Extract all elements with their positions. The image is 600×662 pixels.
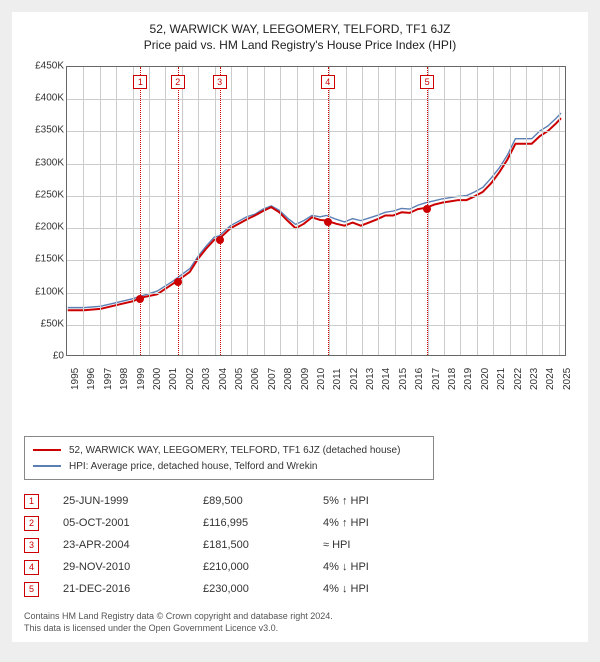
- sale-vline-4: [328, 67, 329, 355]
- sale-dot-2: [174, 278, 182, 286]
- x-axis-label: 2005: [234, 368, 245, 390]
- sale-dot-1: [136, 295, 144, 303]
- x-axis-label: 2013: [365, 368, 376, 390]
- x-axis-label: 2006: [250, 368, 261, 390]
- sales-row-diff: 4% ↓ HPI: [323, 561, 443, 573]
- sale-dot-5: [423, 205, 431, 213]
- series-price_paid: [68, 118, 561, 310]
- legend-label-price-paid: 52, WARWICK WAY, LEEGOMERY, TELFORD, TF1…: [69, 445, 400, 456]
- y-axis-label: £50K: [24, 318, 64, 329]
- y-axis-label: £200K: [24, 222, 64, 233]
- sales-row-price: £116,995: [203, 517, 323, 529]
- x-axis-label: 1995: [70, 368, 81, 390]
- sales-row: 5 21-DEC-2016£230,0004% ↓ HPI: [24, 578, 576, 600]
- sales-row-diff: 4% ↑ HPI: [323, 517, 443, 529]
- legend-row-price-paid: 52, WARWICK WAY, LEEGOMERY, TELFORD, TF1…: [33, 442, 425, 458]
- x-axis-label: 2002: [185, 368, 196, 390]
- x-axis-label: 1999: [136, 368, 147, 390]
- y-axis-label: £350K: [24, 125, 64, 136]
- x-axis-label: 1996: [86, 368, 97, 390]
- legend-swatch-price-paid: [33, 449, 61, 451]
- sales-table: 125-JUN-1999£89,5005% ↑ HPI205-OCT-2001£…: [24, 490, 576, 600]
- sales-row-date: 25-JUN-1999: [63, 495, 203, 507]
- x-axis-label: 2014: [381, 368, 392, 390]
- x-axis-label: 2017: [431, 368, 442, 390]
- footer-line2: This data is licensed under the Open Gov…: [24, 622, 576, 634]
- x-axis-label: 2015: [398, 368, 409, 390]
- line-chart-svg: [67, 67, 565, 355]
- sale-marker-2: 2: [171, 75, 185, 89]
- y-axis-label: £250K: [24, 189, 64, 200]
- x-axis-label: 2023: [529, 368, 540, 390]
- legend-label-hpi: HPI: Average price, detached house, Telf…: [69, 461, 318, 472]
- title-subtitle: Price paid vs. HM Land Registry's House …: [24, 38, 576, 52]
- sale-dot-3: [216, 236, 224, 244]
- y-axis-label: £100K: [24, 286, 64, 297]
- x-axis-label: 2016: [414, 368, 425, 390]
- x-axis-label: 2010: [316, 368, 327, 390]
- sales-row-price: £230,000: [203, 583, 323, 595]
- sales-row-number: 3: [24, 538, 39, 553]
- sale-vline-3: [220, 67, 221, 355]
- sale-marker-1: 1: [133, 75, 147, 89]
- x-axis-label: 2004: [218, 368, 229, 390]
- sales-row-diff: 5% ↑ HPI: [323, 495, 443, 507]
- x-axis-label: 2009: [300, 368, 311, 390]
- sales-row-diff: 4% ↓ HPI: [323, 583, 443, 595]
- sales-row-diff: ≈ HPI: [323, 539, 443, 551]
- series-hpi: [68, 113, 561, 308]
- sales-row: 1 25-JUN-1999£89,5005% ↑ HPI: [24, 490, 576, 512]
- y-axis-label: £0: [24, 351, 64, 362]
- legend-box: 52, WARWICK WAY, LEEGOMERY, TELFORD, TF1…: [24, 436, 434, 480]
- x-axis-label: 2019: [463, 368, 474, 390]
- sales-row-date: 05-OCT-2001: [63, 517, 203, 529]
- plot-area: 1 2 3 4 5: [66, 66, 566, 356]
- sales-row-price: £89,500: [203, 495, 323, 507]
- legend-swatch-hpi: [33, 465, 61, 467]
- sales-row-price: £181,500: [203, 539, 323, 551]
- x-axis-label: 2001: [168, 368, 179, 390]
- x-axis-label: 2003: [201, 368, 212, 390]
- sales-row-number: 5: [24, 582, 39, 597]
- footer-attribution: Contains HM Land Registry data © Crown c…: [24, 610, 576, 634]
- x-axis-label: 2021: [496, 368, 507, 390]
- sales-row: 4 29-NOV-2010£210,0004% ↓ HPI: [24, 556, 576, 578]
- x-axis-label: 2024: [545, 368, 556, 390]
- sales-row-price: £210,000: [203, 561, 323, 573]
- x-axis-label: 1997: [103, 368, 114, 390]
- sales-row-date: 29-NOV-2010: [63, 561, 203, 573]
- sale-marker-3: 3: [213, 75, 227, 89]
- legend-row-hpi: HPI: Average price, detached house, Telf…: [33, 458, 425, 474]
- sale-dot-4: [324, 218, 332, 226]
- chart-card: 52, WARWICK WAY, LEEGOMERY, TELFORD, TF1…: [12, 12, 588, 642]
- y-axis-label: £450K: [24, 61, 64, 72]
- sales-row-number: 2: [24, 516, 39, 531]
- y-axis-label: £300K: [24, 157, 64, 168]
- y-axis-label: £150K: [24, 254, 64, 265]
- x-axis-label: 2025: [562, 368, 573, 390]
- sale-marker-4: 4: [321, 75, 335, 89]
- sale-marker-5: 5: [420, 75, 434, 89]
- x-axis-label: 2008: [283, 368, 294, 390]
- x-axis-label: 2011: [332, 368, 343, 390]
- sales-row-date: 23-APR-2004: [63, 539, 203, 551]
- footer-line1: Contains HM Land Registry data © Crown c…: [24, 610, 576, 622]
- sales-row: 3 23-APR-2004£181,500≈ HPI: [24, 534, 576, 556]
- x-axis-label: 2012: [349, 368, 360, 390]
- x-axis-label: 2018: [447, 368, 458, 390]
- sales-row: 2 05-OCT-2001£116,9954% ↑ HPI: [24, 512, 576, 534]
- sales-row-number: 4: [24, 560, 39, 575]
- sales-row-number: 1: [24, 494, 39, 509]
- chart-area: £0 £50K £100K £150K £200K £250K £300K £350K £400…: [24, 60, 576, 400]
- x-axis-label: 2000: [152, 368, 163, 390]
- x-axis-label: 2022: [513, 368, 524, 390]
- sale-vline-1: [140, 67, 141, 355]
- title-address: 52, WARWICK WAY, LEEGOMERY, TELFORD, TF1…: [24, 22, 576, 36]
- y-axis-label: £400K: [24, 93, 64, 104]
- sales-row-date: 21-DEC-2016: [63, 583, 203, 595]
- x-axis-label: 2020: [480, 368, 491, 390]
- sale-vline-2: [178, 67, 179, 355]
- x-axis-label: 1998: [119, 368, 130, 390]
- x-axis-label: 2007: [267, 368, 278, 390]
